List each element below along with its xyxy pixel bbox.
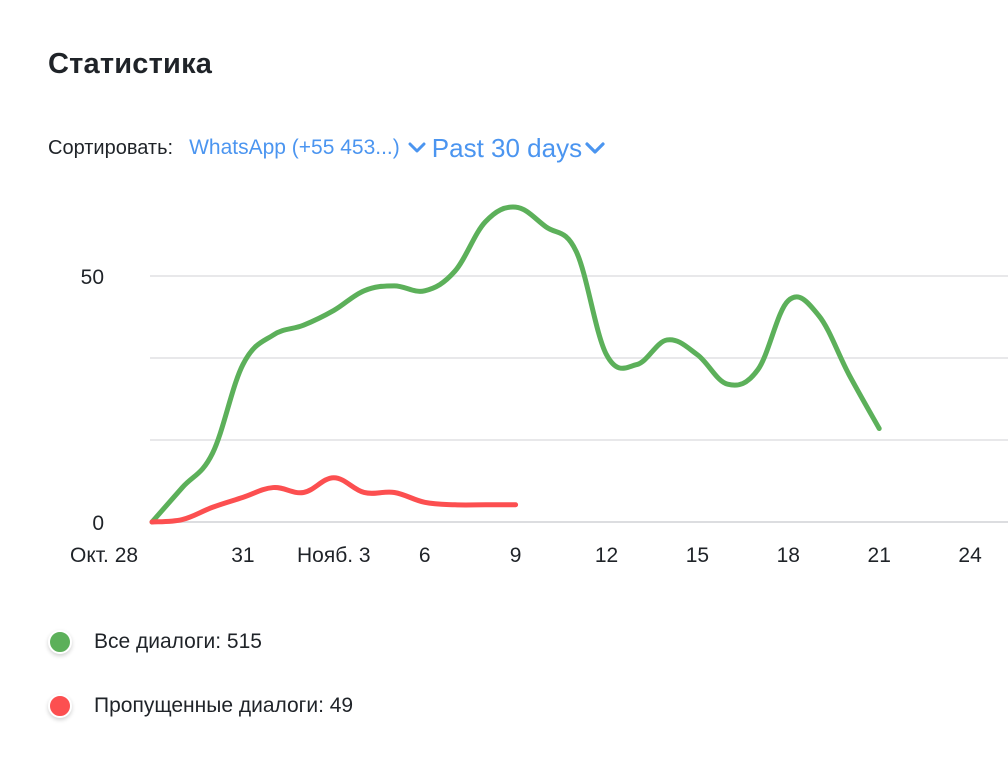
channel-dropdown[interactable]: WhatsApp (+55 453...) xyxy=(189,136,432,160)
x-tick-label: 6 xyxy=(419,544,431,567)
chart-legend: Все диалоги: 515 Пропущенные диалоги: 49 xyxy=(48,620,353,748)
series-line-missed-dialogs xyxy=(149,475,519,525)
legend-dot-red xyxy=(48,694,72,718)
chart-canvas: 0 50 Окт. 28 31 Нояб. 3 6 9 12 15 18 21 24 xyxy=(70,204,1008,567)
line-chart: 0 50 Окт. 28 31 Нояб. 3 6 9 12 15 18 21 24 xyxy=(0,180,1008,580)
channel-dropdown-value: WhatsApp (+55 453...) xyxy=(189,136,400,159)
x-tick-label: Окт. 28 xyxy=(70,544,138,567)
chevron-down-icon xyxy=(408,142,426,154)
legend-label: Пропущенные диалоги: 49 xyxy=(94,694,354,717)
x-tick-label: 9 xyxy=(510,544,522,567)
x-tick-label: 15 xyxy=(686,544,709,567)
legend-dot-green xyxy=(48,630,72,654)
period-dropdown-value: Past 30 days xyxy=(431,132,583,163)
chevron-down-icon xyxy=(584,141,606,155)
page-title: Статистика xyxy=(48,48,213,80)
x-tick-label: 21 xyxy=(868,544,891,567)
sort-label: Сортировать: xyxy=(48,136,174,159)
x-tick-label: Нояб. 3 xyxy=(297,544,371,567)
period-dropdown[interactable]: Past 30 days xyxy=(432,133,612,164)
y-tick-label: 0 xyxy=(92,512,104,535)
legend-item-all-dialogs[interactable]: Все диалоги: 515 xyxy=(48,620,353,664)
x-tick-label: 12 xyxy=(595,544,618,567)
legend-label: Все диалоги: 515 xyxy=(94,630,262,653)
y-tick-label: 50 xyxy=(81,266,104,289)
x-tick-label: 18 xyxy=(777,544,800,567)
legend-item-missed-dialogs[interactable]: Пропущенные диалоги: 49 xyxy=(48,684,353,728)
filter-bar: Сортировать: WhatsApp (+55 453...) Past … xyxy=(48,130,612,166)
x-tick-label: 24 xyxy=(958,544,982,567)
series-line-all-dialogs xyxy=(149,204,882,525)
x-tick-label: 31 xyxy=(231,544,254,567)
